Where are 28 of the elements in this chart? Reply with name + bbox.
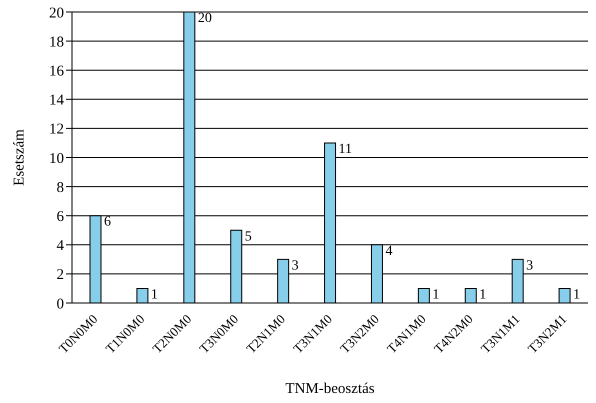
data-label: 20 xyxy=(198,11,212,26)
data-label: 3 xyxy=(292,258,299,274)
data-label: 1 xyxy=(432,287,440,302)
data-label: 1 xyxy=(573,287,580,302)
y-tick-label: 4 xyxy=(56,238,64,254)
data-label: 6 xyxy=(104,214,111,230)
y-tick-label: 14 xyxy=(49,92,64,109)
bar xyxy=(558,288,571,303)
y-axis-title: Esetszám xyxy=(11,128,28,186)
y-tick-label: 20 xyxy=(49,5,64,22)
data-label: 1 xyxy=(479,287,486,302)
y-tick-label: 2 xyxy=(56,267,64,284)
y-tick-label: 16 xyxy=(49,64,64,80)
y-tick-label: 6 xyxy=(56,209,64,226)
y-tick-label: 0 xyxy=(56,296,64,312)
data-label: 3 xyxy=(526,258,534,274)
data-label: 11 xyxy=(338,142,352,157)
data-label: 5 xyxy=(244,229,252,244)
x-axis-title: TNM-beosztás xyxy=(285,381,375,397)
bar xyxy=(418,288,430,303)
bar xyxy=(464,288,477,303)
y-tick-label: 10 xyxy=(49,150,64,167)
data-label: 1 xyxy=(150,287,158,302)
y-tick-label: 8 xyxy=(56,180,64,196)
y-tick-label: 18 xyxy=(49,34,64,50)
bar xyxy=(136,288,148,303)
y-tick-label: 12 xyxy=(49,122,64,138)
data-label: 4 xyxy=(385,244,392,259)
